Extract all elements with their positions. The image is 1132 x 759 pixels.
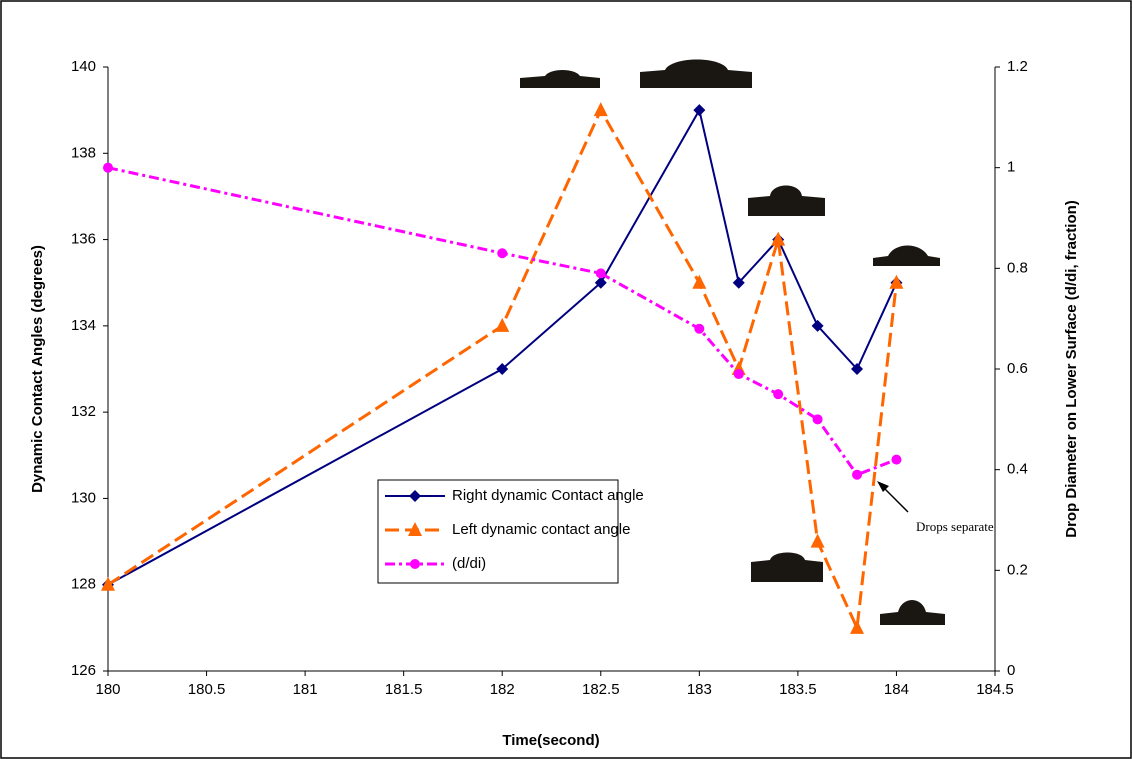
marker: [773, 389, 784, 400]
marker: [496, 363, 509, 375]
x-tick-label: 182.5: [582, 681, 620, 698]
marker: [692, 274, 707, 289]
droplet-image: [748, 185, 825, 216]
marker: [891, 454, 902, 465]
droplet-image: [880, 600, 945, 625]
droplet-image: [520, 70, 600, 88]
y-tick-label: 134: [71, 317, 96, 334]
annotation-arrowhead: [877, 481, 889, 492]
marker: [810, 533, 825, 548]
y-tick-label: 132: [71, 403, 96, 420]
y2-tick-label: 0.6: [1007, 360, 1028, 377]
y-tick-label: 140: [71, 58, 96, 75]
marker: [852, 469, 863, 480]
legend-label: Right dynamic Contact angle: [452, 487, 644, 504]
marker: [811, 319, 824, 332]
y-axis-title: Dynamic Contact Angles (degrees): [29, 245, 46, 493]
marker: [495, 317, 510, 332]
y2-tick-label: 1.2: [1007, 58, 1028, 75]
y-tick-label: 128: [71, 576, 96, 593]
y2-tick-label: 1: [1007, 159, 1015, 176]
marker: [771, 231, 786, 246]
y2-tick-label: 0.8: [1007, 259, 1028, 276]
y2-tick-label: 0.2: [1007, 561, 1028, 578]
marker: [693, 104, 706, 117]
x-tick-label: 182: [490, 681, 515, 698]
marker: [850, 619, 865, 634]
x-axis-title: Time(second): [502, 732, 599, 749]
marker: [733, 369, 744, 380]
legend-label: (d/di): [452, 555, 486, 572]
x-tick-label: 183: [687, 681, 712, 698]
marker: [103, 162, 113, 173]
x-tick-label: 183.5: [779, 681, 817, 698]
droplet-image: [640, 59, 752, 88]
y2-axis-title: Drop Diameter on Lower Surface (d/di, fr…: [1063, 200, 1080, 538]
droplet-image: [873, 245, 940, 266]
marker: [889, 274, 904, 289]
marker: [594, 276, 607, 289]
legend-marker: [410, 559, 420, 569]
legend-marker: [408, 522, 422, 536]
marker: [497, 248, 508, 259]
droplet-images: [520, 59, 945, 625]
marker: [595, 268, 606, 279]
marker: [593, 102, 608, 117]
y-tick-label: 130: [71, 489, 96, 506]
x-tick-label: 184: [884, 681, 909, 698]
y-tick-label: 126: [71, 662, 96, 679]
marker: [851, 363, 864, 375]
marker: [694, 323, 705, 334]
y-tick-label: 136: [71, 231, 96, 248]
marker: [101, 576, 115, 591]
x-tick-label: 180: [95, 681, 120, 698]
y-tick-label: 138: [71, 144, 96, 161]
annotation: Drops separate: [916, 519, 994, 534]
marker: [812, 414, 823, 425]
droplet-image: [751, 552, 823, 582]
x-tick-label: 181.5: [385, 681, 423, 698]
x-tick-label: 181: [293, 681, 318, 698]
y2-tick-label: 0.4: [1007, 461, 1028, 478]
y2-tick-label: 0: [1007, 662, 1015, 679]
marker: [732, 276, 745, 289]
legend-label: Left dynamic contact angle: [452, 521, 630, 538]
x-tick-label: 184.5: [976, 681, 1014, 698]
legend-marker: [409, 490, 421, 502]
x-tick-label: 180.5: [188, 681, 226, 698]
